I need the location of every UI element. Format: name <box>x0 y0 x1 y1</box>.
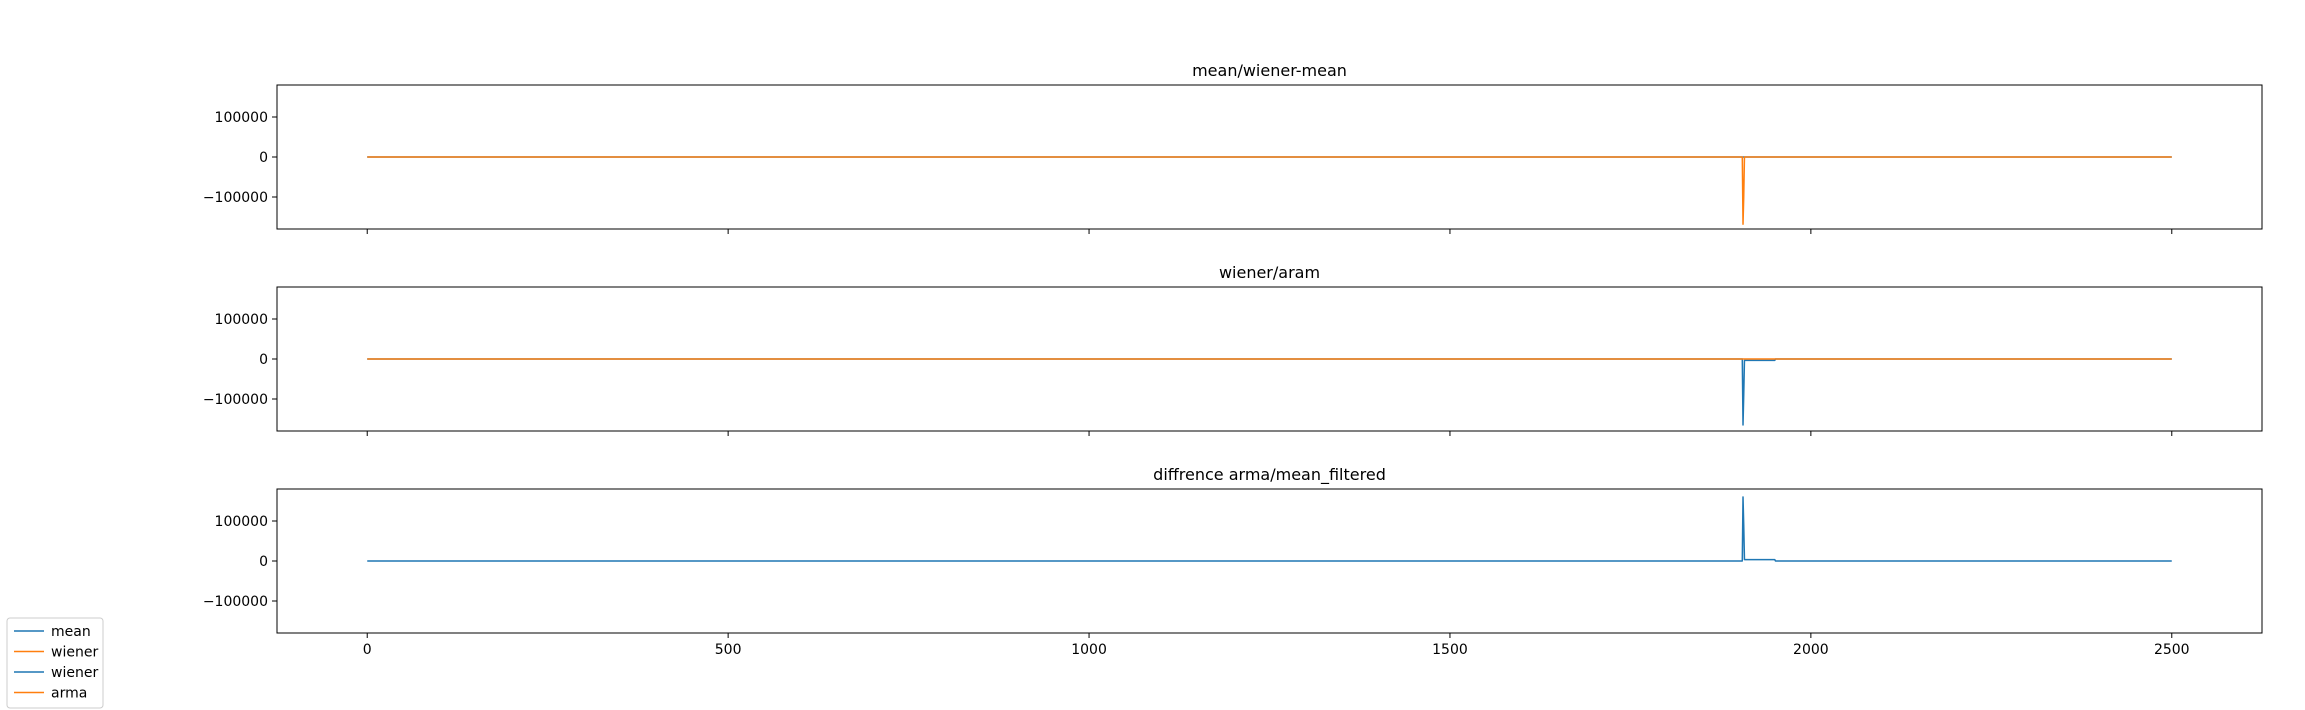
y-tick-label: −100000 <box>203 594 268 610</box>
legend-label: mean <box>51 624 91 640</box>
x-tick-label: 500 <box>715 642 742 658</box>
x-tick-label: 2500 <box>2154 642 2190 658</box>
legend-frame <box>6 617 104 709</box>
subplot-2: wiener/aram 100000 0 −100000 <box>203 263 2263 436</box>
y-tick-label: 100000 <box>215 514 268 530</box>
y-tick-label: −100000 <box>203 392 268 408</box>
y-tick-label: 0 <box>259 554 268 570</box>
x-tick-label: 2000 <box>1793 642 1829 658</box>
series-line-1 <box>367 496 2172 562</box>
subplot-title: mean/wiener-mean <box>1192 61 1347 80</box>
subplot-title: diffrence arma/mean_filtered <box>1153 465 1386 485</box>
y-tick-label: 0 <box>259 352 268 368</box>
subplot-3: diffrence arma/mean_filtered 100000 0 −1000… <box>203 465 2263 658</box>
y-tick-label: 0 <box>259 150 268 166</box>
series-line-1 <box>367 358 2172 426</box>
legend-label: arma <box>51 686 87 702</box>
subplot-1: mean/wiener-mean 100000 0 −100000 <box>203 61 2263 234</box>
subplot-title: wiener/aram <box>1219 263 1320 282</box>
x-tick-label: 1500 <box>1432 642 1468 658</box>
legend-label: wiener <box>51 665 98 681</box>
legend-label: wiener <box>51 645 98 661</box>
y-tick-label: −100000 <box>203 190 268 206</box>
x-tick-label: 1000 <box>1071 642 1107 658</box>
y-tick-label: 100000 <box>215 312 268 328</box>
series-line-2 <box>367 156 2172 225</box>
y-tick-label: 100000 <box>215 110 268 126</box>
legend: mean wiener wiener arma <box>6 617 104 709</box>
x-tick-label: 0 <box>363 642 372 658</box>
